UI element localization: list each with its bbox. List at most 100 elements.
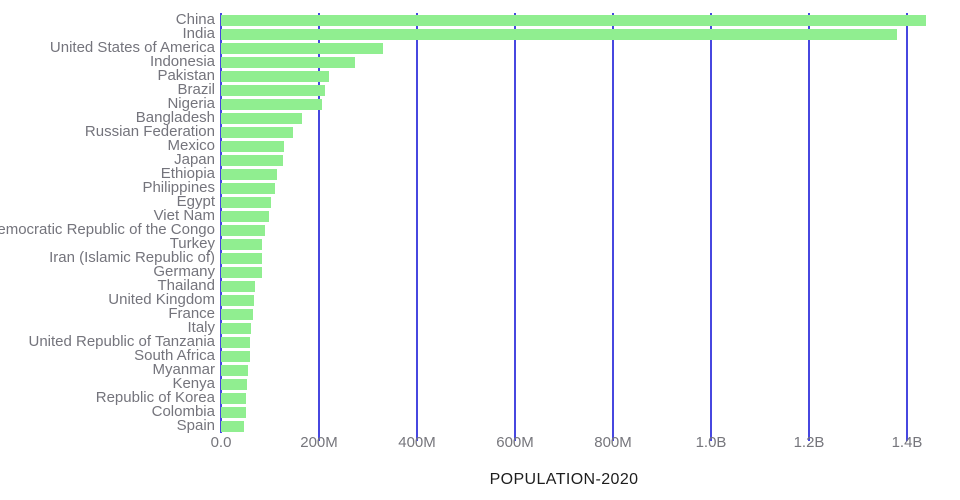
bar-row: United States of America — [0, 39, 960, 56]
gridline-200m — [318, 13, 320, 441]
country-label: Indonesia — [149, 53, 215, 70]
bar-row: Democratic Republic of the Congo — [0, 221, 960, 238]
bar-row: Pakistan — [0, 67, 960, 84]
population-bar — [221, 126, 293, 138]
country-label: Ethiopia — [160, 165, 215, 182]
country-label-cell: Nigeria — [0, 96, 215, 111]
population-bar — [221, 42, 384, 54]
bar-row: Viet Nam — [0, 207, 960, 224]
country-label-cell: India — [0, 25, 215, 42]
bar-row: United Kingdom — [0, 292, 960, 307]
bar-row: Myanmar — [0, 361, 960, 378]
population-bar — [221, 154, 283, 166]
x-tick-label: 1.2B — [793, 434, 825, 451]
country-label-cell: Philippines — [0, 180, 215, 195]
country-label-cell: Italy — [0, 319, 215, 336]
bar-row: Egypt — [0, 193, 960, 210]
country-label-cell: Russian Federation — [0, 124, 215, 139]
country-label-cell: United Republic of Tanzania — [0, 333, 215, 350]
country-label: Colombia — [151, 403, 215, 420]
country-label: Republic of Korea — [95, 389, 215, 406]
country-label-cell: Thailand — [0, 277, 215, 294]
gridline-800m — [612, 13, 614, 441]
country-label: United Republic of Tanzania — [28, 333, 215, 350]
gridline-400m — [416, 13, 418, 441]
country-label: Egypt — [176, 193, 215, 210]
population-bar — [221, 224, 265, 236]
country-label: Mexico — [167, 137, 215, 154]
country-label: Italy — [187, 319, 215, 336]
x-tick-label: 400M — [398, 434, 436, 451]
country-label: Japan — [174, 151, 215, 168]
bar-row: Russian Federation — [0, 124, 960, 139]
bar-row: Iran (Islamic Republic of) — [0, 249, 960, 266]
country-label: France — [168, 305, 215, 322]
country-label-cell: Germany — [0, 263, 215, 280]
bar-row: Italy — [0, 319, 960, 336]
country-label-cell: Indonesia — [0, 53, 215, 70]
population-bar — [221, 308, 253, 320]
population-bar — [221, 420, 244, 432]
country-label: Brazil — [177, 81, 215, 98]
country-label: India — [182, 25, 215, 42]
population-bar — [221, 56, 355, 68]
bar-row: Germany — [0, 263, 960, 280]
country-label: Kenya — [172, 375, 215, 392]
bar-row: Brazil — [0, 81, 960, 98]
bar-rows-layer: China India United States of America Indone… — [0, 11, 960, 434]
country-label: United States of America — [49, 39, 215, 56]
population-bar — [221, 406, 246, 418]
country-label: Democratic Republic of the Congo — [0, 221, 215, 238]
x-tick-label: 200M — [300, 434, 338, 451]
country-label: Spain — [176, 417, 215, 434]
bar-row: Republic of Korea — [0, 389, 960, 406]
country-label: Germany — [153, 263, 215, 280]
country-label-cell: Myanmar — [0, 361, 215, 378]
bar-row: France — [0, 305, 960, 322]
bar-row: South Africa — [0, 347, 960, 364]
country-label: Thailand — [157, 277, 215, 294]
bar-row: Indonesia — [0, 53, 960, 70]
bar-row: Spain — [0, 417, 960, 434]
country-label: Viet Nam — [153, 207, 215, 224]
x-axis-title: POPULATION-2020 — [489, 471, 639, 488]
population-bar — [221, 112, 302, 124]
x-tick-label: 1.0B — [695, 434, 727, 451]
country-label: Myanmar — [152, 361, 215, 378]
country-label-cell: Egypt — [0, 193, 215, 210]
population-bar — [221, 140, 285, 152]
population-bar — [221, 392, 247, 404]
country-label: Pakistan — [157, 67, 215, 84]
country-label-cell: Bangladesh — [0, 109, 215, 126]
gridline-1.2b — [808, 13, 810, 441]
country-label-cell: Republic of Korea — [0, 389, 215, 406]
x-tick-label: 0.0 — [210, 434, 232, 451]
country-label: Bangladesh — [135, 109, 215, 126]
country-label-cell: Japan — [0, 151, 215, 168]
population-bar — [221, 14, 927, 26]
bar-row: China — [0, 11, 960, 28]
bar-row: Mexico — [0, 137, 960, 154]
country-label-cell: France — [0, 305, 215, 322]
country-label: China — [175, 11, 215, 28]
population-bar — [221, 84, 326, 96]
bar-row: Turkey — [0, 236, 960, 251]
population-bar — [221, 70, 330, 82]
gridline-0.0 — [220, 13, 222, 433]
population-bar — [221, 210, 269, 222]
country-label-cell: Ethiopia — [0, 165, 215, 182]
gridline-1.0b — [710, 13, 712, 441]
gridline-600m — [514, 13, 516, 441]
population-bar — [221, 364, 248, 376]
country-label: Iran (Islamic Republic of) — [49, 249, 215, 266]
population-bar — [221, 280, 256, 292]
country-label-cell: Kenya — [0, 375, 215, 392]
country-label: South Africa — [134, 347, 215, 364]
country-label-cell: Brazil — [0, 81, 215, 98]
bar-row: Kenya — [0, 375, 960, 392]
population-bar — [221, 168, 278, 180]
country-label-cell: South Africa — [0, 347, 215, 364]
bar-row: United Republic of Tanzania — [0, 333, 960, 350]
population-bar — [221, 378, 248, 390]
